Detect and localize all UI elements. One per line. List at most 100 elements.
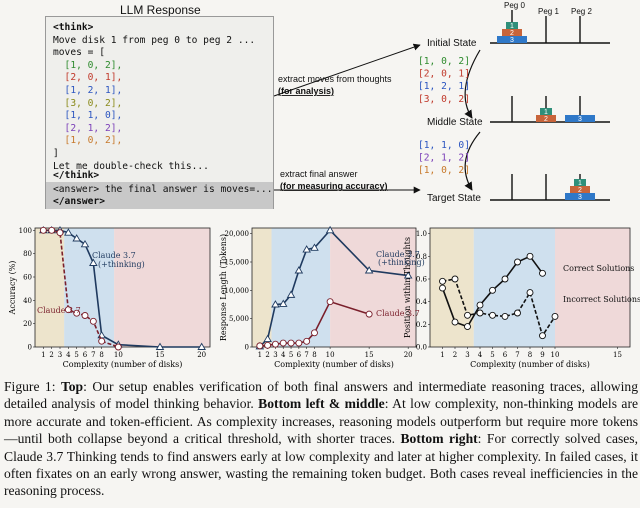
extracted-move: [1, 0, 2] — [418, 165, 470, 176]
legend-label: (+thinking) — [98, 260, 145, 269]
answer-close-tag: </answer> — [53, 196, 105, 207]
disk-label: 3 — [510, 37, 514, 44]
data-point — [302, 245, 311, 253]
data-point — [89, 258, 98, 266]
data-point — [279, 339, 287, 347]
complexity-region — [252, 228, 272, 347]
disk-3 — [497, 36, 527, 43]
data-point — [539, 269, 546, 277]
data-point — [155, 342, 165, 350]
data-point — [526, 252, 534, 260]
y-tick-label: 0.6 — [416, 276, 428, 284]
x-tick-label: 8 — [528, 351, 532, 359]
arrow-middle-to-target — [464, 131, 481, 191]
data-point — [294, 266, 304, 274]
disk-label: 1 — [544, 109, 548, 116]
data-point — [464, 323, 471, 331]
data-point — [64, 228, 73, 236]
data-point — [39, 226, 47, 234]
disk-2 — [570, 186, 590, 193]
data-point — [286, 290, 296, 298]
data-point — [476, 309, 484, 317]
code-line: ] — [53, 148, 59, 159]
code-move: [3, 0, 2], — [53, 97, 123, 109]
arrow1-label: extract moves from thoughts — [278, 74, 392, 84]
state-label-target: Target State — [427, 193, 481, 204]
disk-1 — [574, 179, 586, 186]
disk-label: 2 — [510, 30, 514, 37]
legend-label: Correct Solutions — [563, 264, 634, 273]
state-label-middle: Middle State — [427, 117, 483, 128]
code-move: [1, 0, 2], — [53, 135, 123, 147]
y-tick-label: 15,000 — [225, 259, 250, 267]
x-tick-label: 5 — [289, 351, 293, 359]
data-point — [264, 341, 272, 349]
code-line: moves = [ — [53, 47, 105, 59]
x-tick-label: 4 — [478, 351, 483, 359]
caption-text: : For correctly solved cases, Claude 3.7… — [4, 431, 638, 499]
data-point — [501, 312, 509, 320]
extracted-move: [1, 1, 0] — [418, 140, 470, 151]
x-tick-label: 5 — [490, 351, 494, 359]
disk-label: 3 — [578, 116, 582, 123]
disk-label: 1 — [578, 180, 582, 187]
y-tick-label: 0 — [28, 344, 32, 352]
data-point — [439, 277, 446, 285]
data-point — [551, 312, 559, 320]
series-line — [442, 278, 556, 338]
disk-3 — [565, 115, 595, 122]
x-tick-label: 6 — [297, 351, 302, 359]
y-tick-label: 80 — [23, 250, 32, 258]
data-point — [56, 229, 64, 237]
x-tick-label: 10 — [551, 351, 560, 359]
legend-label: Claude 3.7 — [376, 309, 420, 318]
y-tick-label: 0.0 — [416, 344, 427, 352]
data-point — [89, 317, 97, 325]
data-point — [526, 289, 534, 297]
arrow2-sublabel: (for measuring accuracy) — [280, 181, 388, 191]
complexity-region — [271, 228, 331, 347]
arrow2-label: extract final answer — [280, 169, 358, 179]
x-tick-label: 15 — [156, 351, 165, 359]
data-point — [489, 286, 496, 294]
extracted-move: [2, 0, 1] — [418, 69, 470, 80]
peg-label: Peg 2 — [571, 7, 592, 16]
disk-label: 2 — [544, 116, 548, 123]
caption-bottom-r-label: Bottom right — [400, 431, 478, 447]
data-point — [501, 275, 509, 283]
answer-bar — [46, 182, 273, 209]
code-move: [1, 1, 0], — [53, 110, 123, 122]
complexity-region — [473, 228, 555, 347]
think-open-tag: <think> — [53, 22, 94, 33]
plot-frame — [34, 227, 211, 348]
y-tick-label: 0.2 — [416, 321, 427, 329]
disk-label: 3 — [578, 194, 582, 201]
data-point — [303, 337, 311, 345]
data-point — [271, 340, 279, 348]
data-point — [325, 225, 335, 234]
code-move: [2, 1, 2], — [53, 122, 123, 134]
x-tick-label: 7 — [91, 351, 95, 359]
y-tick-label: 20,000 — [225, 230, 250, 238]
y-tick-label: 100 — [19, 227, 32, 235]
data-point — [271, 300, 280, 308]
y-tick-label: 0 — [245, 344, 249, 352]
peg-label: Peg 0 — [504, 1, 525, 10]
x-tick-label: 8 — [312, 351, 316, 359]
disk-label: 1 — [510, 23, 514, 30]
legend-label: (+thinking) — [378, 258, 425, 267]
figure-top-panel: LLM Response <think> Move disk 1 from pe… — [0, 0, 640, 215]
extracted-move: [2, 1, 2] — [418, 153, 470, 164]
answer-line: <answer> the final answer is moves=... — [53, 184, 273, 195]
extracted-move: [1, 2, 1] — [418, 81, 470, 92]
y-tick-label: 20 — [23, 320, 32, 328]
complexity-region — [64, 228, 115, 347]
llm-response-title: LLM Response — [120, 3, 201, 17]
y-axis-label: Position within Thoughts — [403, 237, 412, 338]
data-point — [64, 306, 72, 314]
data-point — [72, 234, 81, 242]
complexity-region — [555, 228, 630, 347]
x-axis-label: Complexity (number of disks) — [63, 360, 183, 369]
complexity-region — [35, 228, 65, 347]
disk-2 — [536, 115, 556, 122]
